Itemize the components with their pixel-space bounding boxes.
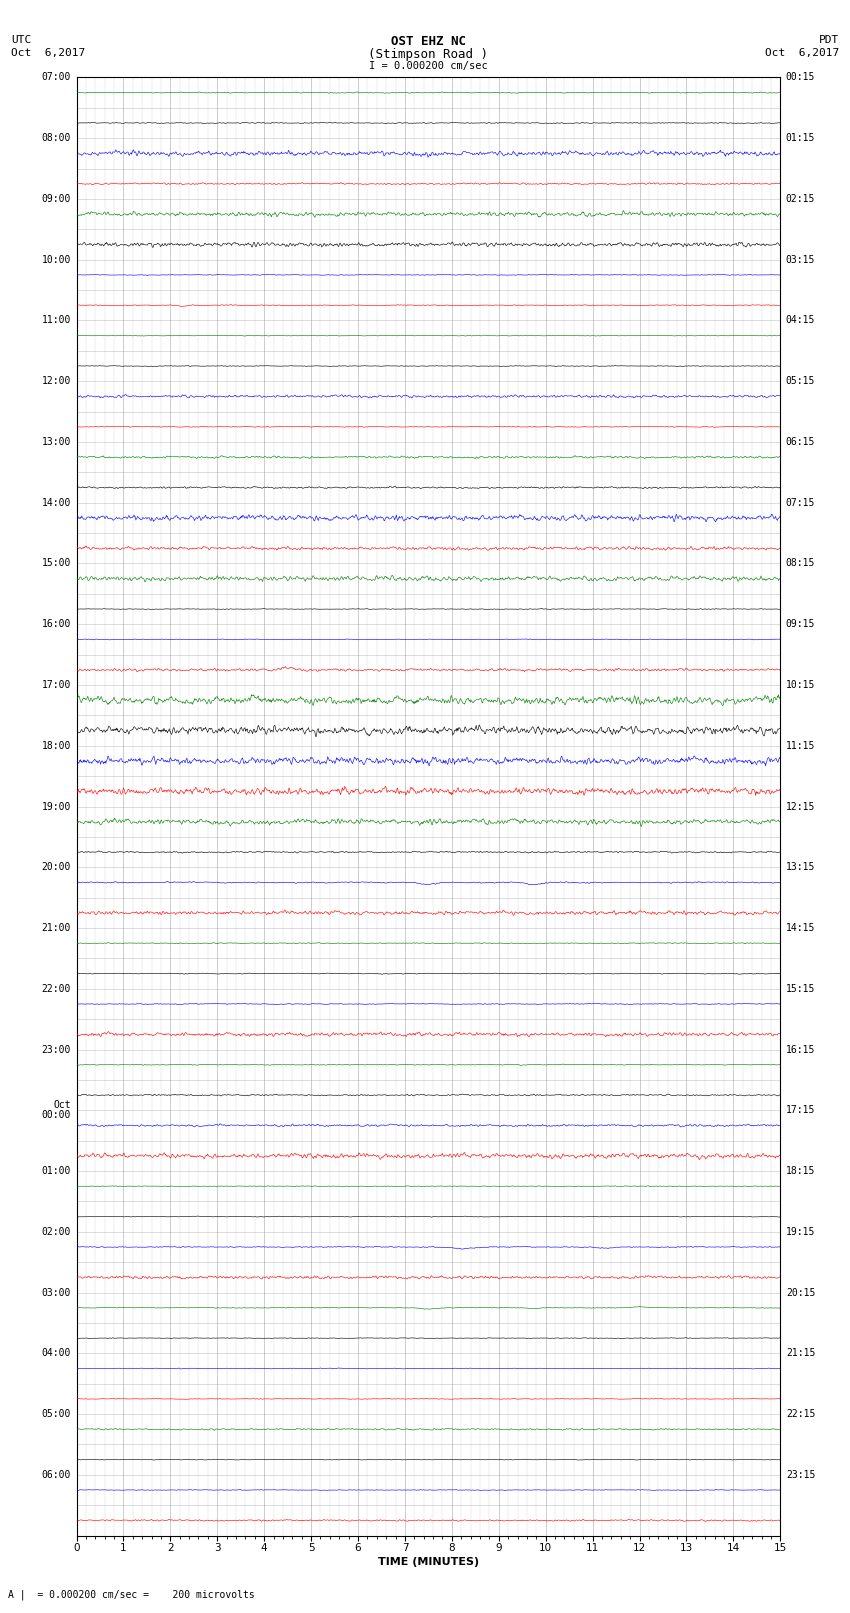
Text: 03:00: 03:00 (42, 1287, 71, 1297)
Text: 12:00: 12:00 (42, 376, 71, 386)
Text: PDT: PDT (819, 35, 840, 45)
Text: 12:15: 12:15 (786, 802, 815, 811)
Text: 02:15: 02:15 (786, 194, 815, 203)
Text: 08:15: 08:15 (786, 558, 815, 568)
Text: 14:00: 14:00 (42, 498, 71, 508)
Text: Oct  6,2017: Oct 6,2017 (765, 48, 840, 58)
Text: 21:15: 21:15 (786, 1348, 815, 1358)
Text: I = 0.000200 cm/sec: I = 0.000200 cm/sec (369, 61, 488, 71)
Text: 04:00: 04:00 (42, 1348, 71, 1358)
Text: 08:00: 08:00 (42, 134, 71, 144)
Text: 02:00: 02:00 (42, 1227, 71, 1237)
Text: 15:00: 15:00 (42, 558, 71, 568)
Text: 05:00: 05:00 (42, 1410, 71, 1419)
Text: 11:00: 11:00 (42, 316, 71, 326)
Text: 13:15: 13:15 (786, 863, 815, 873)
Text: 17:00: 17:00 (42, 681, 71, 690)
Text: 23:00: 23:00 (42, 1045, 71, 1055)
Text: 19:15: 19:15 (786, 1227, 815, 1237)
Text: 03:15: 03:15 (786, 255, 815, 265)
Text: 07:15: 07:15 (786, 498, 815, 508)
Text: 22:15: 22:15 (786, 1410, 815, 1419)
Text: 10:15: 10:15 (786, 681, 815, 690)
Text: 18:00: 18:00 (42, 740, 71, 750)
Text: 00:00: 00:00 (42, 1110, 71, 1121)
X-axis label: TIME (MINUTES): TIME (MINUTES) (378, 1558, 479, 1568)
Text: 15:15: 15:15 (786, 984, 815, 994)
Text: 20:15: 20:15 (786, 1287, 815, 1297)
Text: 20:00: 20:00 (42, 863, 71, 873)
Text: 11:15: 11:15 (786, 740, 815, 750)
Text: 05:15: 05:15 (786, 376, 815, 386)
Text: 13:00: 13:00 (42, 437, 71, 447)
Text: 18:15: 18:15 (786, 1166, 815, 1176)
Text: OST EHZ NC: OST EHZ NC (391, 35, 466, 48)
Text: 17:15: 17:15 (786, 1105, 815, 1115)
Text: 01:15: 01:15 (786, 134, 815, 144)
Text: 04:15: 04:15 (786, 316, 815, 326)
Text: 16:00: 16:00 (42, 619, 71, 629)
Text: 16:15: 16:15 (786, 1045, 815, 1055)
Text: 14:15: 14:15 (786, 923, 815, 932)
Text: 23:15: 23:15 (786, 1469, 815, 1479)
Text: 06:00: 06:00 (42, 1469, 71, 1479)
Text: UTC: UTC (11, 35, 31, 45)
Text: A |  = 0.000200 cm/sec =    200 microvolts: A | = 0.000200 cm/sec = 200 microvolts (8, 1589, 255, 1600)
Text: 22:00: 22:00 (42, 984, 71, 994)
Text: Oct: Oct (54, 1100, 71, 1110)
Text: 01:00: 01:00 (42, 1166, 71, 1176)
Text: 09:15: 09:15 (786, 619, 815, 629)
Text: 19:00: 19:00 (42, 802, 71, 811)
Text: 06:15: 06:15 (786, 437, 815, 447)
Text: 10:00: 10:00 (42, 255, 71, 265)
Text: Oct  6,2017: Oct 6,2017 (11, 48, 86, 58)
Text: (Stimpson Road ): (Stimpson Road ) (368, 48, 489, 61)
Text: 21:00: 21:00 (42, 923, 71, 932)
Text: 07:00: 07:00 (42, 73, 71, 82)
Text: 00:15: 00:15 (786, 73, 815, 82)
Text: 09:00: 09:00 (42, 194, 71, 203)
